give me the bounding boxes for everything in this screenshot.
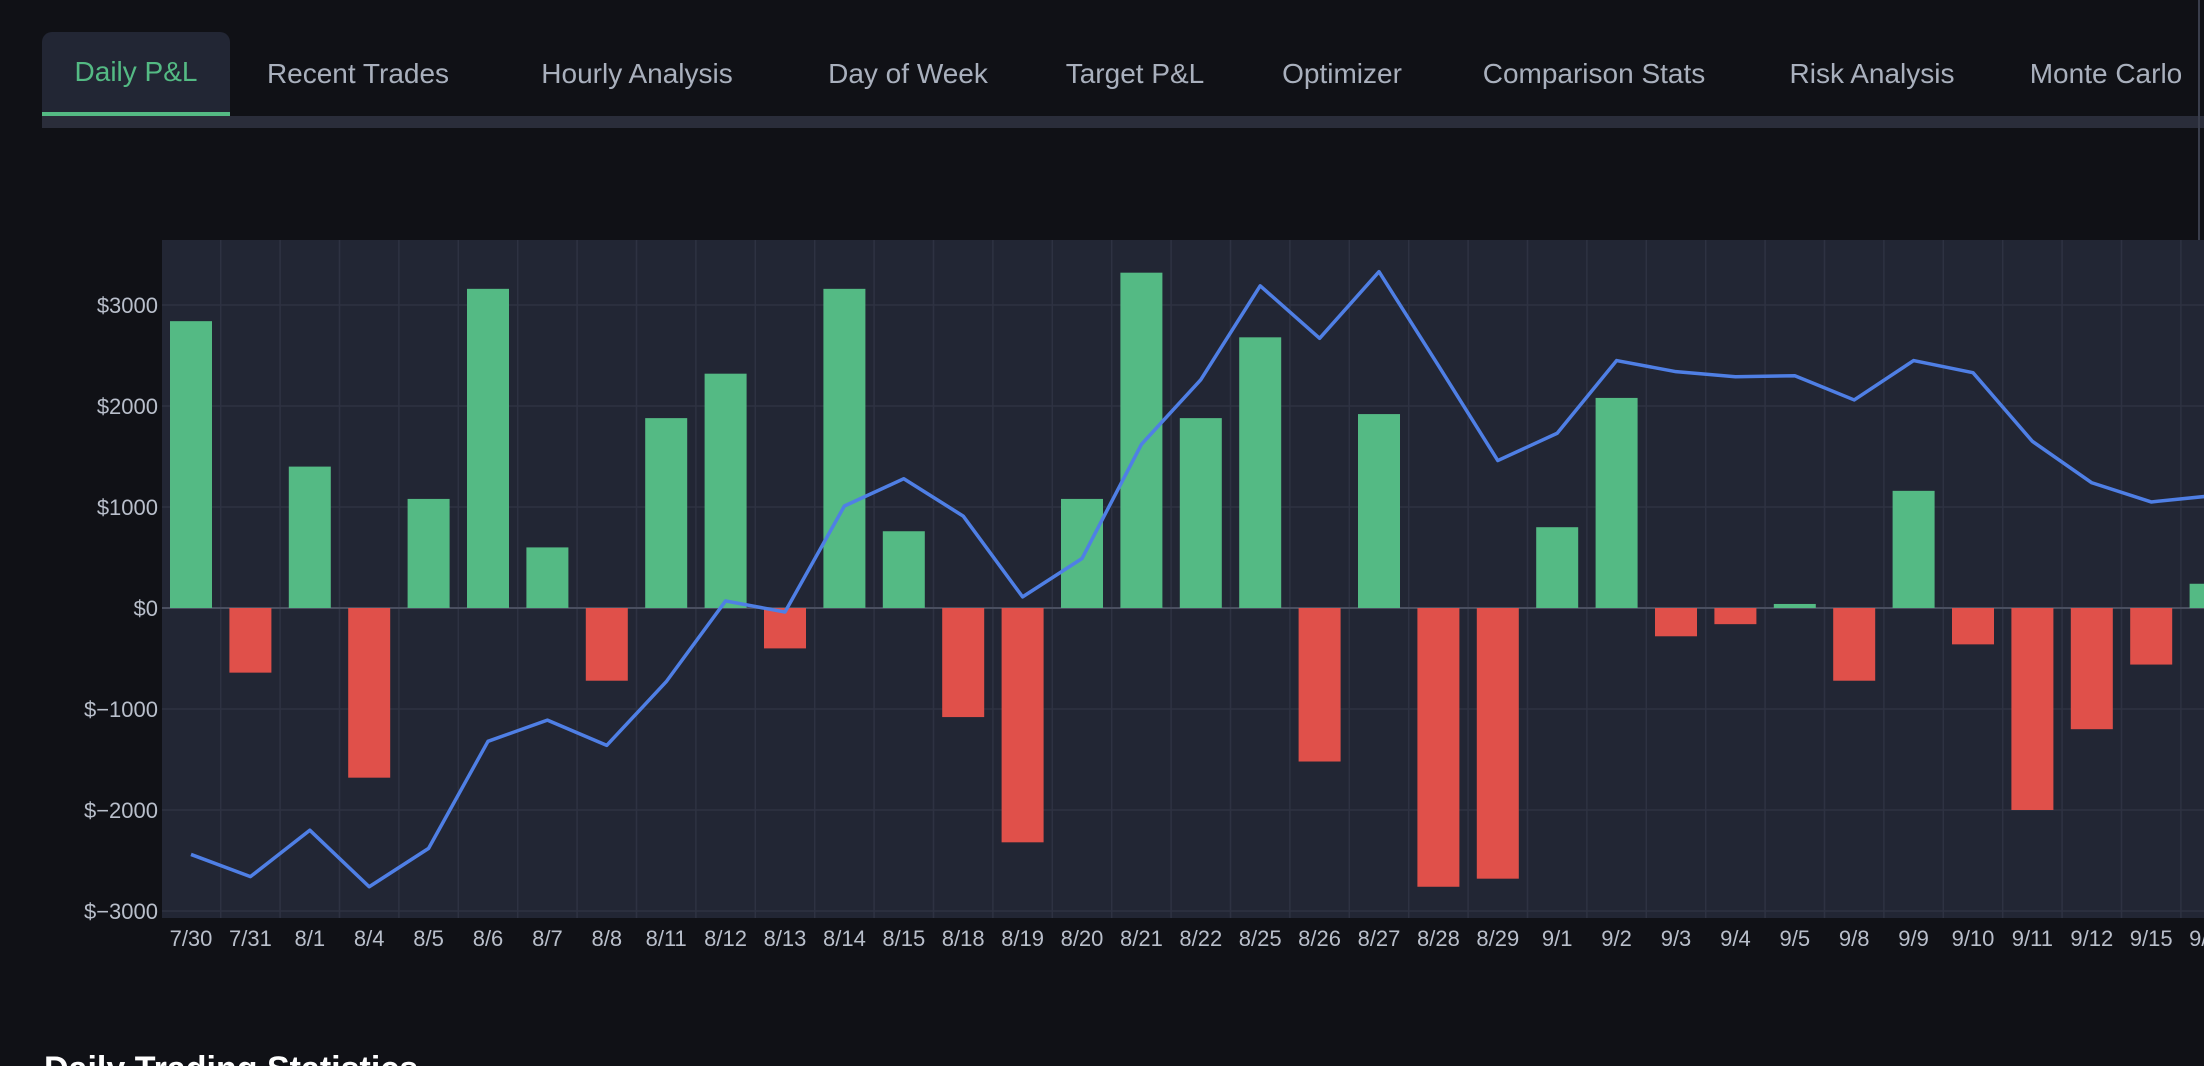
- x-tick-label: 8/28: [1417, 926, 1460, 951]
- x-tick-label: 8/13: [764, 926, 807, 951]
- bar-8-8: [585, 608, 628, 681]
- bar-9-16: [2189, 583, 2204, 608]
- y-tick-label: $−3000: [84, 899, 158, 924]
- x-tick-label: 9/12: [2070, 926, 2113, 951]
- bar-7-31: [229, 608, 272, 673]
- tab-hourly-analysis[interactable]: Hourly Analysis: [541, 58, 733, 89]
- bar-8-28: [1417, 608, 1460, 887]
- x-tick-label: 8/8: [592, 926, 623, 951]
- x-tick-label: 9/16: [2189, 926, 2204, 951]
- section-heading: Daily Trading Statistics: [44, 1050, 418, 1066]
- bar-9-1: [1536, 527, 1579, 608]
- bar-8-4: [348, 608, 391, 778]
- bar-9-12: [2070, 608, 2113, 730]
- x-tick-label: 9/3: [1661, 926, 1692, 951]
- y-tick-label: $0: [134, 596, 158, 621]
- tab-risk-analysis[interactable]: Risk Analysis: [1789, 58, 1955, 89]
- chart-svg: $3000 $2000 $1000 $0 $−1000 $−2000 $−3000 7/30 7…: [84, 240, 2204, 951]
- bar-8-5: [407, 498, 450, 608]
- bar-8-20: [1061, 498, 1103, 608]
- y-tick-label: $−2000: [84, 798, 158, 823]
- bar-8-7: [526, 547, 569, 608]
- y-tick-label: $2000: [97, 394, 158, 419]
- bar-8-21: [1120, 272, 1163, 608]
- bar-8-29: [1476, 608, 1519, 879]
- x-tick-label: 9/2: [1601, 926, 1632, 951]
- bar-9-8: [1833, 608, 1876, 681]
- x-tick-label: 8/5: [413, 926, 444, 951]
- bar-9-9: [1892, 490, 1935, 608]
- bar-9-5: [1773, 603, 1816, 608]
- bar-8-12: [704, 373, 747, 608]
- bar-8-25: [1239, 337, 1282, 608]
- x-tick-label: 9/10: [1952, 926, 1995, 951]
- x-tick-label: 8/29: [1476, 926, 1519, 951]
- x-tick-label: 8/12: [704, 926, 747, 951]
- bar-8-26: [1298, 608, 1341, 762]
- x-tick-label: 8/21: [1120, 926, 1163, 951]
- bar-9-4: [1714, 608, 1757, 625]
- tab-recent-trades[interactable]: Recent Trades: [266, 58, 450, 89]
- tab-bar: Daily P&L Recent Trades Hourly Analysis …: [42, 32, 2204, 130]
- x-tick-label: 8/26: [1298, 926, 1341, 951]
- x-tick-label: 8/19: [1001, 926, 1044, 951]
- bar-8-14: [823, 288, 866, 608]
- x-tick-label: 8/6: [473, 926, 504, 951]
- x-tick-label: 9/11: [2012, 926, 2053, 951]
- bar-8-18: [942, 608, 985, 718]
- tab-optimizer[interactable]: Optimizer: [1282, 58, 1402, 89]
- bar-8-27: [1358, 414, 1400, 608]
- x-tick-label: 9/1: [1542, 926, 1573, 951]
- bar-7-30: [170, 321, 212, 608]
- daily-pnl-chart: $3000 $2000 $1000 $0 $−1000 $−2000 $−3000 7/30 7…: [0, 230, 2204, 970]
- y-tick-label: $1000: [97, 495, 158, 520]
- x-tick-label: 8/1: [295, 926, 326, 951]
- x-tick-label: 8/27: [1358, 926, 1401, 951]
- bar-8-11: [645, 418, 688, 608]
- x-tick-label: 8/7: [532, 926, 563, 951]
- x-tick-label: 8/22: [1179, 926, 1222, 951]
- bar-8-1: [288, 466, 331, 608]
- cumulative-pnl-line: [190, 269, 2204, 889]
- bar-8-19: [1001, 608, 1044, 843]
- x-tick-label: 7/30: [170, 926, 213, 951]
- tab-monte-carlo[interactable]: Monte Carlo: [2029, 58, 2183, 89]
- bar-9-10: [1952, 608, 1994, 645]
- x-tick-label: 9/15: [2130, 926, 2173, 951]
- tab-comparison-stats[interactable]: Comparison Stats: [1482, 58, 1706, 89]
- bar-8-6: [467, 288, 509, 608]
- tab-day-of-week[interactable]: Day of Week: [828, 58, 988, 89]
- x-tick-label: 8/14: [823, 926, 866, 951]
- bar-8-22: [1179, 418, 1222, 608]
- x-tick-label: 8/11: [646, 926, 687, 951]
- bar-9-15: [2130, 608, 2173, 665]
- y-tick-label: $3000: [97, 293, 158, 318]
- tab-scroll-track[interactable]: [42, 116, 2204, 128]
- x-tick-label: 9/8: [1839, 926, 1870, 951]
- bar-9-2: [1595, 397, 1638, 608]
- tab-target-pnl[interactable]: Target P&L: [1065, 58, 1205, 89]
- x-tick-label: 9/4: [1720, 926, 1751, 951]
- bar-8-15: [882, 531, 925, 608]
- x-tick-label: 9/9: [1898, 926, 1929, 951]
- x-tick-label: 8/20: [1061, 926, 1104, 951]
- bar-9-3: [1655, 608, 1697, 637]
- tab-daily-pnl[interactable]: Daily P&L: [42, 32, 230, 116]
- bar-9-11: [2011, 608, 2054, 810]
- y-tick-label: $−1000: [84, 697, 158, 722]
- x-tick-label: 9/5: [1780, 926, 1811, 951]
- bar-8-13: [764, 608, 806, 649]
- x-tick-label: 8/25: [1239, 926, 1282, 951]
- x-tick-label: 8/18: [942, 926, 985, 951]
- x-tick-label: 8/15: [882, 926, 925, 951]
- x-tick-label: 7/31: [229, 926, 272, 951]
- x-tick-label: 8/4: [354, 926, 385, 951]
